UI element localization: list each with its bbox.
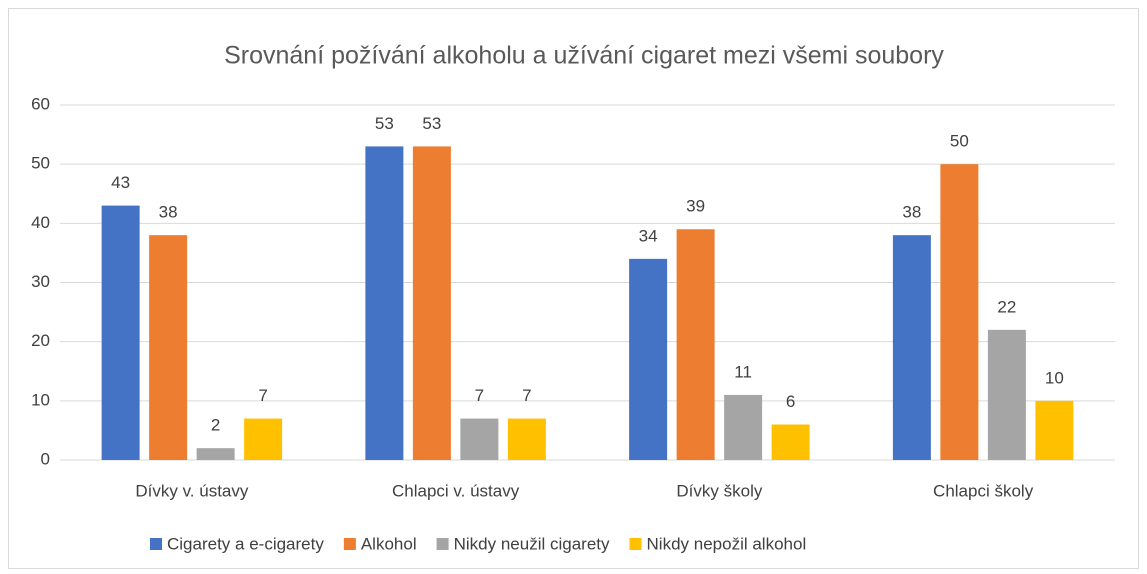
data-label: 11 (734, 362, 752, 381)
data-label: 38 (159, 203, 178, 222)
chart-title: Srovnání požívání alkoholu a užívání cig… (224, 42, 944, 70)
y-tick-label: 20 (31, 331, 50, 350)
bar (987, 329, 1026, 460)
legend-label: Nikdy nepožil alkohol (647, 534, 807, 553)
legend-swatch (150, 538, 162, 550)
y-tick-label: 50 (31, 154, 50, 173)
data-label: 7 (475, 386, 484, 405)
x-tick-label: Chlapci školy (933, 481, 1034, 500)
bar (412, 146, 451, 460)
x-tick-label: Dívky v. ústavy (135, 481, 249, 500)
bar (101, 205, 140, 460)
bar (724, 394, 763, 460)
bar (507, 418, 546, 460)
data-label: 22 (997, 297, 1016, 316)
data-label: 7 (258, 386, 267, 405)
legend-label: Alkohol (361, 534, 417, 553)
bar (1035, 400, 1074, 460)
data-label: 53 (422, 114, 441, 133)
bar (244, 418, 283, 460)
legend-label: Cigarety a e-cigarety (167, 534, 324, 553)
data-label: 10 (1045, 368, 1064, 387)
y-tick-label: 30 (31, 272, 50, 291)
x-tick-label: Chlapci v. ústavy (392, 481, 520, 500)
legend-label: Nikdy neužil cigarety (454, 534, 610, 553)
x-tick-label: Dívky školy (676, 481, 762, 500)
data-label: 2 (211, 416, 220, 435)
data-label: 38 (902, 203, 921, 222)
data-label: 6 (786, 392, 795, 411)
data-label: 50 (950, 132, 969, 151)
bar (629, 258, 668, 460)
y-tick-label: 60 (31, 94, 50, 113)
bar (365, 146, 404, 460)
bar (676, 229, 715, 460)
bar (892, 235, 931, 460)
data-label: 34 (639, 226, 658, 245)
bar (940, 164, 979, 460)
legend-swatch (436, 538, 449, 550)
legend-swatch (343, 538, 356, 550)
data-label: 43 (111, 173, 130, 192)
bar (460, 418, 499, 460)
y-tick-label: 10 (31, 390, 50, 409)
data-label: 53 (375, 114, 394, 133)
bar (196, 448, 235, 460)
legend-swatch (629, 538, 642, 550)
y-tick-label: 0 (41, 449, 50, 468)
data-label: 39 (686, 197, 705, 216)
y-tick-label: 40 (31, 213, 50, 232)
data-label: 7 (522, 386, 531, 405)
bar (771, 424, 810, 460)
bar (149, 235, 188, 460)
